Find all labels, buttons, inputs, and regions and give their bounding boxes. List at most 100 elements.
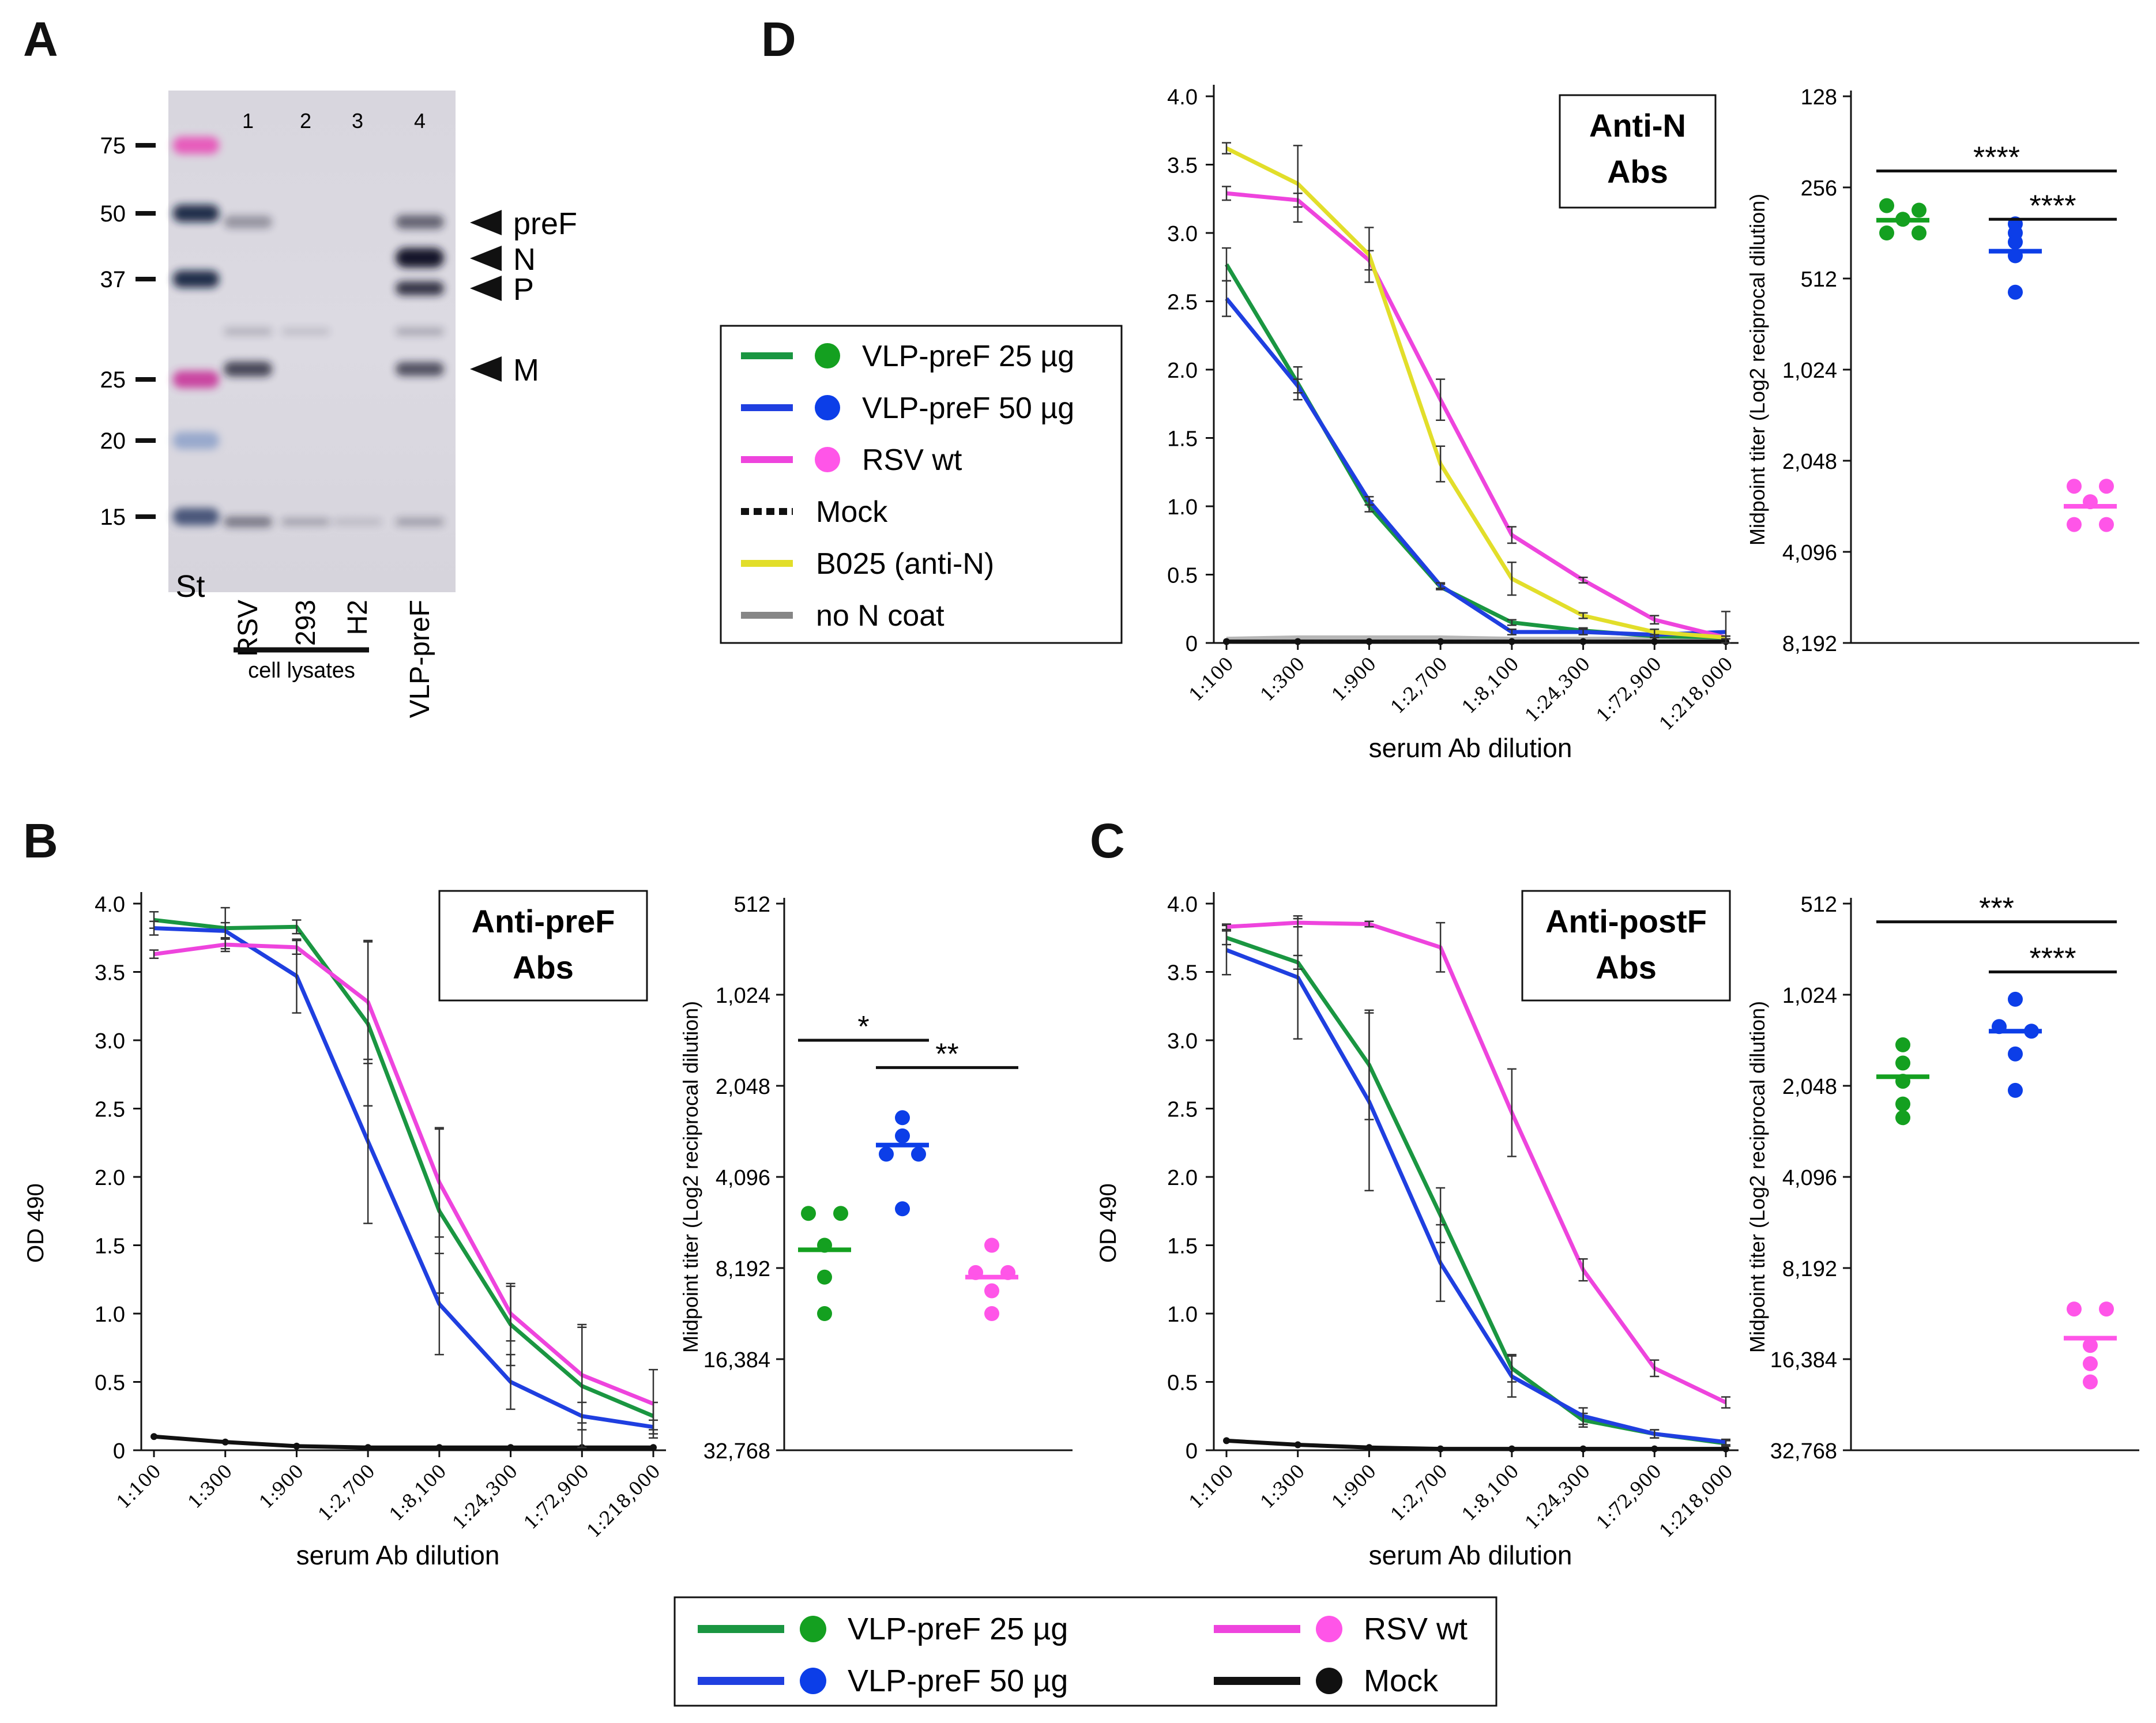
y-tick-label: 3.5 <box>1167 961 1198 985</box>
sample-band <box>396 281 444 295</box>
sample-band <box>281 328 330 335</box>
line-chart-c: 0 0.5 1.0 1.5 2.0 2.5 3.0 3.5 4.0 1:100 1:300 1:900… <box>1096 890 2139 1570</box>
scatter-y-tick-label: 1,024 <box>1782 359 1837 383</box>
titer-point <box>879 1146 894 1162</box>
x-tick-label: 1:8,100 <box>1458 653 1523 718</box>
titer-point <box>2067 517 2082 532</box>
legend-label: Mock <box>816 495 888 529</box>
series-vlp50 <box>149 920 658 1435</box>
scatter-y-tick-label: 4,096 <box>1782 541 1837 565</box>
sample-band <box>281 518 330 525</box>
sample-band <box>333 519 382 525</box>
titer-point <box>911 1146 926 1162</box>
legend-bottom: VLP-preF 25 µg VLP-preF 50 µg RSV wt Mock <box>673 1596 1497 1707</box>
series-rsv <box>149 937 658 1439</box>
legend-swatch-dot <box>800 1668 826 1694</box>
titer-group-vlp25 <box>798 1206 851 1321</box>
titer-group-rsv <box>2064 479 2117 532</box>
x-tick-label: 1:218,000 <box>582 1460 664 1542</box>
titer-point <box>984 1283 999 1299</box>
marker-label-15: 15 <box>100 505 126 530</box>
x-tick-label: 1:218,000 <box>1655 1460 1737 1542</box>
scatter-y-label: Midpoint titer (Log2 reciprocal dilution… <box>679 1001 702 1353</box>
series-line-vlp25 <box>153 917 654 1418</box>
marker-label-20: 20 <box>100 428 126 454</box>
series-line-mock <box>153 1434 653 1450</box>
x-axis-label: serum Ab dilution <box>296 1540 500 1570</box>
series-line-rsv <box>1226 920 1727 1405</box>
x-tick-label: 1:300 <box>1256 653 1309 706</box>
std-band-15 <box>173 508 219 525</box>
series-line-vlp50 <box>1225 948 1726 1444</box>
x-tick-label: 1:100 <box>1185 1460 1238 1513</box>
titer-point <box>833 1206 848 1221</box>
y-tick-label: 4.0 <box>1167 85 1198 110</box>
scatter-y-label: Midpoint titer (Log2 reciprocal dilution… <box>1745 1001 1769 1353</box>
x-axis-label: serum Ab dilution <box>1369 1540 1572 1570</box>
marker-label-75: 75 <box>100 133 126 159</box>
scatter-y-tick-label: 2,048 <box>1782 450 1837 474</box>
x-tick-label: 1:900 <box>1327 1460 1380 1513</box>
std-band-50 <box>173 205 219 222</box>
y-tick-label: 3.5 <box>1167 154 1198 178</box>
x-tick-label: 1:24,300 <box>448 1460 522 1534</box>
legend-label: VLP-preF 25 µg <box>848 1612 1068 1646</box>
legend-label: Mock <box>1364 1664 1439 1698</box>
x-tick-label: 1:2,700 <box>1386 653 1452 718</box>
band-label-preF: preF <box>513 206 577 241</box>
y-tick-label: 3.0 <box>1167 1029 1198 1054</box>
scatter-y-tick-label: 512 <box>734 893 770 917</box>
series-mock <box>1223 1437 1729 1453</box>
x-tick-label: 1:900 <box>1327 653 1380 706</box>
scatter-y-tick-label: 16,384 <box>703 1348 770 1372</box>
y-tick-label: 1.0 <box>95 1303 125 1327</box>
band-arrow-P <box>470 276 502 301</box>
titer-point <box>895 1110 910 1126</box>
scatter-y-tick-label: 512 <box>1801 893 1837 917</box>
x-tick-label: 1:100 <box>1185 653 1238 706</box>
series-line-vlp50 <box>1225 297 1726 637</box>
scatter-y-tick-label: 1,024 <box>716 984 770 1008</box>
legend-label: VLP-preF 50 µg <box>848 1664 1068 1698</box>
series-mock <box>150 1433 657 1451</box>
titer-point <box>2083 1374 2098 1390</box>
sample-band <box>224 328 272 336</box>
x-tick-label: 1:24,300 <box>1521 1460 1594 1534</box>
titer-group-vlp50 <box>1989 216 2042 300</box>
titer-group-vlp50 <box>876 1110 929 1217</box>
x-tick-label: 1:8,100 <box>385 1460 451 1526</box>
titer-point <box>1879 198 1894 213</box>
series-line-b025 <box>1225 146 1726 640</box>
legend-label: B025 (anti-N) <box>816 547 994 581</box>
panel-label-a: A <box>23 12 58 66</box>
x-tick-label: 1:72,900 <box>1592 653 1666 727</box>
chart-title-line: Anti-N <box>1589 107 1686 144</box>
titer-point <box>895 1201 910 1217</box>
y-tick-label: 2.5 <box>1167 1098 1198 1122</box>
panel-label-b: B <box>23 814 58 868</box>
significance-stars: **** <box>2030 942 2076 976</box>
series-line-mock <box>1226 1438 1726 1451</box>
scatter-y-tick-label: 8,192 <box>1782 632 1837 656</box>
lane-label: H2 <box>343 600 373 635</box>
titer-scatter-c: 512 1,024 2,048 4,096 8,192 16,384 32,768 Midpo… <box>1745 892 2139 1464</box>
y-tick-label: 0 <box>113 1439 125 1464</box>
titer-point <box>1895 1055 1910 1071</box>
titer-point <box>2008 1082 2023 1098</box>
marker-label-37: 37 <box>100 267 126 292</box>
titer-point <box>984 1306 999 1321</box>
y-tick-label: 2.5 <box>95 1098 125 1122</box>
band-arrow-M <box>470 356 502 382</box>
y-tick-label: 3.0 <box>95 1029 125 1054</box>
x-tick-label: 1:300 <box>1256 1460 1309 1513</box>
data-point <box>1294 1441 1301 1449</box>
y-tick-label: 0 <box>1186 1439 1198 1464</box>
y-tick-label: 2.0 <box>95 1166 125 1190</box>
data-point <box>221 1438 229 1446</box>
scatter-y-tick-label: 32,768 <box>1770 1439 1837 1464</box>
scatter-y-tick-label: 8,192 <box>716 1257 770 1281</box>
series-vlp50 <box>1222 280 1730 644</box>
scatter-y-tick-label: 2,048 <box>716 1075 770 1099</box>
titer-group-rsv <box>965 1237 1018 1321</box>
